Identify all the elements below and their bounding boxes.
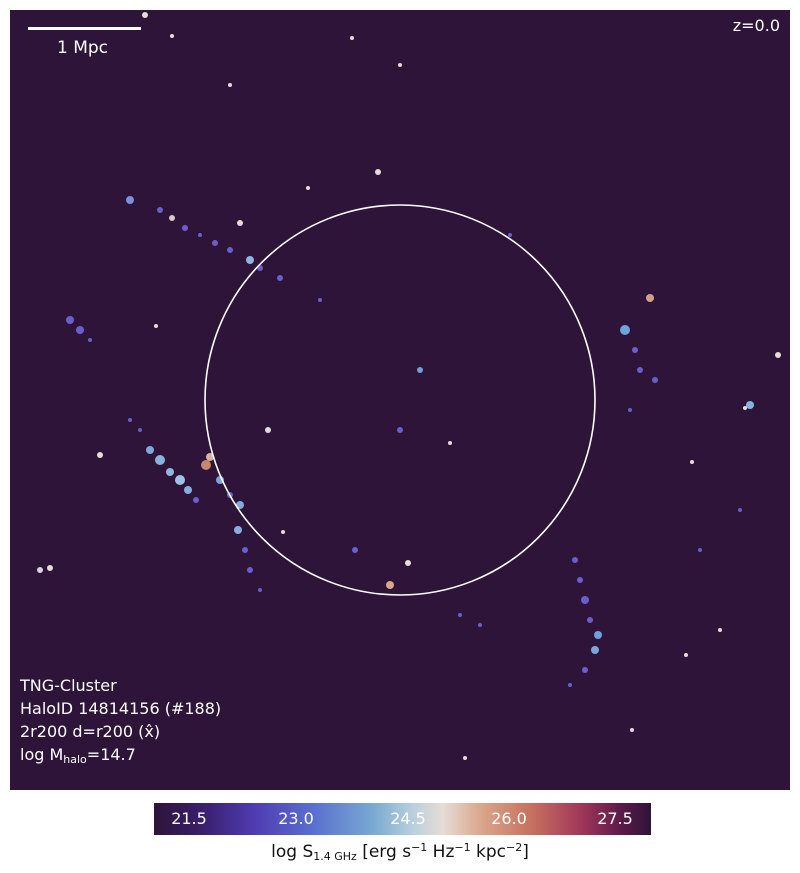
colorbar-tick: 26.0 [491,809,527,828]
r200-circle [204,204,596,596]
scale-bar [28,27,141,30]
halo-id: HaloID 14814156 (#188) [20,699,222,718]
emission-clumps [37,12,781,760]
colorbar-tick: 23.0 [278,809,314,828]
colorbar: 21.5 23.0 24.5 26.0 27.5 [154,803,651,835]
projection-info: 2r200 d=r200 (x̂) [20,722,161,741]
colorbar-label: log S1.4 GHz [erg s−1 Hz−1 kpc−2] [271,841,529,863]
colorbar-tick: 27.5 [597,809,633,828]
radio-emission-map: 1 Mpc z=0.0 TNG-Cluster HaloID 14814156 … [10,10,790,790]
emission-field [37,12,781,760]
colorbar-tick: 21.5 [171,809,207,828]
simulation-name: TNG-Cluster [20,676,117,695]
scale-bar-label: 1 Mpc [57,38,109,58]
info-block: TNG-Cluster HaloID 14814156 (#188) 2r200… [20,676,221,773]
redshift-label: z=0.0 [732,16,780,35]
halo-mass: log Mhalo=14.7 [20,745,136,766]
colorbar-tick: 24.5 [390,809,426,828]
